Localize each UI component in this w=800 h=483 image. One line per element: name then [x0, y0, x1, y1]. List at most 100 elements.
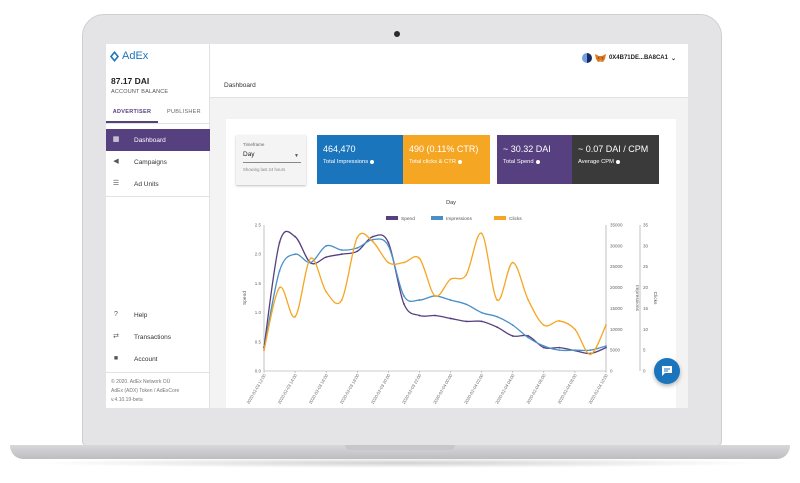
data-point-impressions — [527, 336, 530, 339]
sidebar-item-label: Help — [134, 311, 148, 319]
sidebar-item-label: Ad Units — [134, 180, 159, 188]
data-point-impressions — [558, 349, 561, 352]
laptop-notch — [345, 445, 455, 450]
legend-swatch — [386, 216, 398, 220]
stat-label: Total Spend — [503, 159, 534, 165]
y-axis-label: Spend — [242, 291, 248, 305]
dashboard-icon: ▦ — [112, 136, 120, 143]
footer-version: v.4.10.19-beta — [111, 397, 143, 403]
y-tick-label: 1.0 — [255, 310, 262, 315]
data-point-clicks — [387, 261, 390, 264]
data-point-spend — [434, 314, 436, 317]
legend-swatch — [431, 216, 443, 220]
data-point-clicks — [325, 290, 328, 293]
data-point-spend — [371, 235, 374, 238]
y-tick-label: 5000 — [610, 348, 621, 353]
data-point-impressions — [574, 349, 576, 352]
tab-publisher[interactable]: PUBLISHER — [167, 109, 201, 115]
sidebar-item-label: Dashboard — [134, 136, 166, 144]
data-point-spend — [496, 326, 499, 329]
stat-label: Total clicks & CTR — [409, 159, 457, 165]
data-point-impressions — [589, 349, 592, 352]
data-point-clicks — [356, 236, 359, 239]
sidebar: AdEx 87.17 DAI ACCOUNT BALANCE ADVERTISE… — [106, 44, 210, 408]
data-point-impressions — [294, 253, 296, 256]
y-tick-label: 5 — [643, 348, 646, 353]
data-point-impressions — [340, 249, 343, 251]
sidebar-item-label: Campaigns — [134, 158, 167, 166]
stat-label: Total Impressions — [323, 159, 369, 165]
data-point-spend — [403, 302, 405, 305]
data-point-spend — [387, 241, 390, 244]
y-tick-label: 35 — [643, 223, 649, 228]
x-tick-label: 2020-02-03 14:00 — [277, 372, 299, 404]
y-tick-label: 0 — [643, 369, 646, 374]
info-icon[interactable] — [458, 160, 463, 164]
y-tick-label: 10000 — [610, 327, 623, 332]
data-point-clicks — [418, 257, 421, 260]
info-icon[interactable] — [535, 160, 540, 164]
y-tick-label: 2.5 — [255, 223, 262, 228]
app-screen: AdEx 87.17 DAI ACCOUNT BALANCE ADVERTISE… — [106, 44, 688, 408]
data-point-impressions — [449, 299, 452, 301]
timeframe-hint: Showing last 24 hours — [243, 167, 286, 172]
y-tick-label: 15 — [643, 306, 649, 311]
legend-label: Spend — [401, 216, 415, 222]
sidebar-item-transactions[interactable]: ⇄ Transactions — [106, 326, 210, 348]
account-menu[interactable]: 0X4B71DE...BA8CA1 ⌄ — [581, 53, 676, 63]
laptop-base — [10, 445, 790, 459]
sidebar-item-ad-units[interactable]: ☰ Ad Units — [106, 173, 210, 195]
data-point-impressions — [418, 299, 421, 301]
info-icon[interactable] — [615, 160, 620, 164]
x-tick-label: 2020-02-04 02:00 — [463, 372, 485, 404]
sidebar-item-help[interactable]: ? Help — [106, 304, 210, 326]
series-line-spend — [263, 230, 607, 355]
account-icon: ■ — [113, 355, 119, 362]
stat-impressions: 464,470 Total Impressions — [317, 135, 404, 184]
x-tick-label: 2020-02-04 10:00 — [588, 372, 610, 404]
data-point-clicks — [605, 324, 607, 327]
data-point-spend — [340, 253, 343, 256]
stat-label: Average CPM — [578, 159, 614, 165]
megaphone-icon: ◀ — [113, 158, 119, 165]
data-point-spend — [558, 346, 561, 349]
data-point-spend — [449, 317, 452, 320]
data-point-clicks — [278, 286, 281, 289]
data-point-impressions — [278, 269, 281, 272]
data-point-clicks — [511, 261, 514, 264]
timeframe-select[interactable]: Timeframe Day ▼ Showing last 24 hours — [236, 135, 306, 185]
top-bar: 0X4B71DE...BA8CA1 ⌄ Dashboard — [210, 44, 688, 98]
chat-button[interactable] — [654, 358, 680, 384]
footer-links[interactable]: AdEx (ADX) Token / AdExCore — [111, 388, 180, 394]
chat-bubble-icon — [662, 366, 672, 376]
data-point-impressions — [325, 244, 328, 247]
legend-label: Impressions — [446, 216, 472, 222]
sidebar-item-account[interactable]: ■ Account — [106, 348, 210, 370]
data-point-spend — [511, 335, 514, 337]
sidebar-item-dashboard[interactable]: ▦ Dashboard — [106, 129, 210, 151]
data-point-clicks — [589, 353, 592, 356]
logo[interactable]: AdEx — [110, 50, 148, 62]
x-tick-label: 2020-02-03 16:00 — [308, 372, 330, 404]
data-point-clicks — [309, 257, 312, 260]
data-point-spend — [418, 314, 421, 317]
data-point-spend — [465, 320, 467, 323]
sidebar-item-campaigns[interactable]: ◀ Campaigns — [106, 151, 210, 173]
info-icon[interactable] — [370, 160, 375, 164]
data-point-impressions — [371, 238, 374, 241]
stat-cpm: ~ 0.07 DAI / CPM Average CPM — [572, 135, 659, 184]
data-point-impressions — [496, 315, 499, 318]
account-balance-label: ACCOUNT BALANCE — [111, 89, 169, 95]
breadcrumb: Dashboard — [224, 82, 256, 89]
data-point-impressions — [542, 345, 545, 347]
tab-advertiser[interactable]: ADVERTISER — [106, 102, 158, 123]
data-point-spend — [278, 241, 281, 244]
wallet-address: 0X4B71DE...BA8CA1 — [608, 55, 668, 61]
sidebar-item-label: Transactions — [134, 333, 171, 341]
laptop-shadow — [30, 458, 770, 468]
stat-clicks: 490 (0.11% CTR) Total clicks & CTR — [403, 135, 490, 184]
data-point-spend — [294, 235, 296, 238]
sidebar-item-label: Account — [134, 355, 158, 363]
data-point-clicks — [294, 315, 296, 318]
